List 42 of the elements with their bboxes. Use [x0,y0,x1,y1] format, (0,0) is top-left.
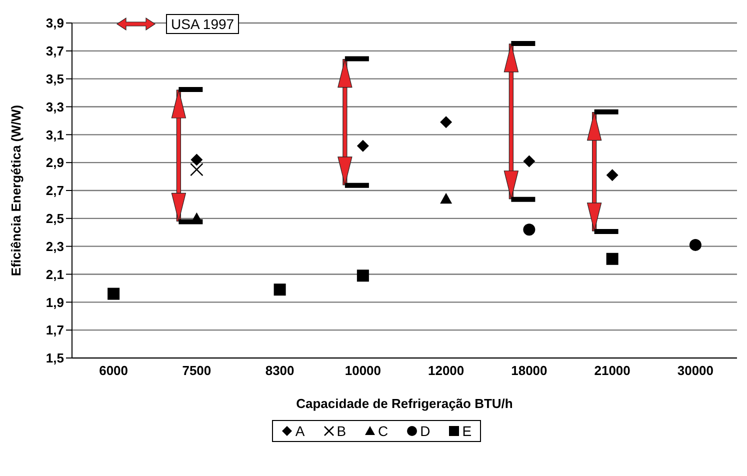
x-tick-label: 21000 [594,363,630,378]
y-tick-label: 2,7 [46,183,64,198]
point [190,154,203,166]
y-tick-label: 3,1 [46,127,64,142]
y-tick-label: 2,9 [46,155,64,170]
point [689,238,702,251]
x-tick-label: 30000 [677,363,714,378]
y-tick-label: 3,3 [46,99,64,114]
legend-label: USA 1997 [166,14,240,34]
point [356,140,369,152]
point [606,169,618,182]
point [523,155,536,168]
point [190,162,204,176]
legend-label: C [378,423,388,439]
y-tick-label: 1,7 [46,322,64,338]
x-tick-label: 6000 [99,363,128,378]
y-tick-label: 2,1 [46,266,64,282]
point [356,270,369,282]
point [440,192,452,204]
y-tick-label: 2,3 [46,238,64,254]
point [108,288,120,300]
legend-label: A [295,423,305,439]
legend-label: D [420,423,430,439]
point [523,224,536,236]
x-tick-label: 10000 [344,363,382,378]
y-tick-label: 3,9 [46,16,64,31]
x-tick-label: 12000 [428,363,464,378]
y-tick-label: 3,5 [46,71,64,86]
y-tick-label: 3,7 [46,44,64,59]
x-tick-label: 8300 [265,363,294,378]
x-tick-label: 7500 [182,363,212,378]
x-tick-label: 18000 [511,363,548,378]
point [440,116,452,128]
y-axis-title: Eficiência Energética (W/W) [8,104,24,276]
y-tick-label: 2,5 [46,211,64,226]
legend-label: E [462,423,472,439]
point [274,284,286,296]
y-tick-label: 1,5 [46,350,64,366]
point [606,252,618,265]
y-tick-label: 1,9 [46,294,64,310]
legend-label: B [336,423,346,439]
x-axis-title: Capacidade de Refrigeração BTU/h [296,396,513,411]
